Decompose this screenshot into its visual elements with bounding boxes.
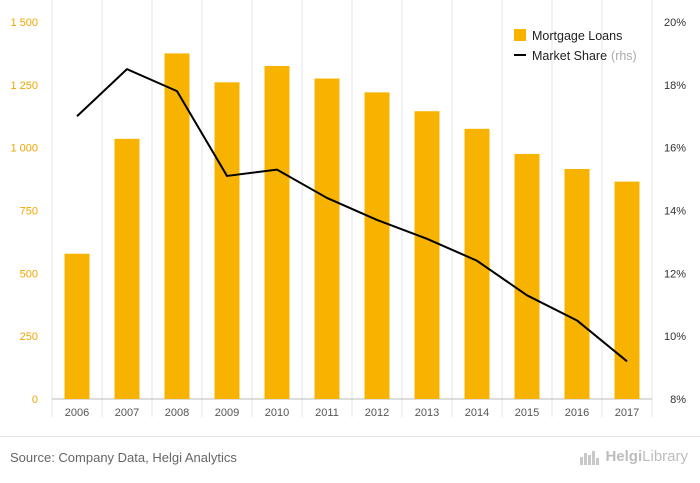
bar-2015 <box>514 153 540 399</box>
brand-name-part1: Helgi <box>605 448 643 465</box>
left-tick-label: 250 <box>20 331 38 343</box>
x-tick-label: 2016 <box>565 407 589 419</box>
x-tick-label: 2007 <box>115 407 139 419</box>
x-tick-label: 2013 <box>415 407 439 419</box>
bar-2007 <box>114 138 140 399</box>
grid-lines <box>51 0 653 417</box>
left-tick-label: 1 500 <box>10 17 38 29</box>
bar-2008 <box>164 53 190 400</box>
bar-2011 <box>314 78 340 400</box>
right-tick-label: 14% <box>664 206 686 218</box>
right-tick-label: 12% <box>664 268 686 280</box>
combo-chart: 0 250 500 750 1 000 1 250 1 500 8% 10% 12% 14% 16%… <box>10 0 686 419</box>
legend: Mortgage Loans Market Share (rhs) <box>514 29 637 63</box>
bar-2006 <box>64 253 90 399</box>
right-tick-label: 16% <box>664 143 686 155</box>
line-series <box>76 68 628 363</box>
legend-swatch-bar <box>514 29 526 41</box>
left-tick-label: 1 000 <box>10 143 38 155</box>
x-axis-ticks: 2006 2007 2008 2009 2010 2011 2012 2013 2014 2015… <box>65 407 639 419</box>
x-tick-label: 2014 <box>465 407 489 419</box>
left-tick-label: 1 250 <box>10 80 38 92</box>
legend-label-bar: Mortgage Loans <box>532 29 622 43</box>
left-axis-ticks: 0 250 500 750 1 000 1 250 1 500 <box>10 17 38 406</box>
bar-2013 <box>414 111 440 400</box>
helgi-library-logo-icon <box>579 449 601 465</box>
bar-2017 <box>614 181 640 399</box>
right-tick-label: 8% <box>670 394 686 406</box>
bar-2009 <box>214 82 240 399</box>
x-tick-label: 2010 <box>265 407 289 419</box>
brand-logo: Helgi Library <box>579 448 688 465</box>
legend-label-rhs: (rhs) <box>611 49 637 63</box>
right-tick-label: 18% <box>664 80 686 92</box>
x-tick-label: 2006 <box>65 407 89 419</box>
bar-2010 <box>264 65 290 399</box>
market-share-line <box>76 68 628 363</box>
footer-divider <box>0 436 700 437</box>
source-note: Source: Company Data, Helgi Analytics <box>10 450 237 465</box>
x-tick-label: 2017 <box>615 407 639 419</box>
x-tick-label: 2009 <box>215 407 239 419</box>
bar-2016 <box>564 169 590 399</box>
bar-2012 <box>364 92 390 399</box>
left-tick-label: 0 <box>32 394 38 406</box>
x-tick-label: 2012 <box>365 407 389 419</box>
bar-2014 <box>464 128 490 400</box>
brand-name-part2: Library <box>642 448 688 465</box>
left-tick-label: 500 <box>20 268 38 280</box>
right-tick-label: 10% <box>664 331 686 343</box>
legend-label-line: Market Share (rhs) <box>532 49 637 63</box>
bar-series <box>64 53 640 400</box>
right-axis-ticks: 8% 10% 12% 14% 16% 18% 20% <box>664 17 686 406</box>
right-tick-label: 20% <box>664 17 686 29</box>
x-tick-label: 2015 <box>515 407 539 419</box>
left-tick-label: 750 <box>20 206 38 218</box>
x-tick-label: 2011 <box>315 407 339 419</box>
x-tick-label: 2008 <box>165 407 189 419</box>
